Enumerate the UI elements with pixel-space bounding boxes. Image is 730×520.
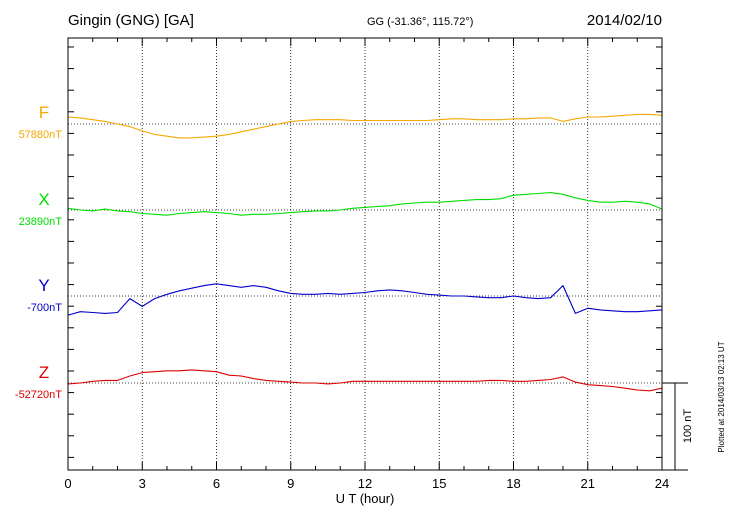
- series-baseline-label: 57880nT: [19, 129, 63, 141]
- station-title: Gingin (GNG) [GA]: [68, 12, 194, 29]
- series-baseline-label: 23890nT: [19, 216, 63, 228]
- x-tick-label: 15: [432, 476, 446, 491]
- grid-layer: [68, 38, 662, 470]
- tick-layer: [67, 38, 663, 470]
- station-coords: GG (-31.36°, 115.72°): [367, 16, 473, 28]
- data-layer: [67, 113, 663, 392]
- x-tick-label: 9: [287, 476, 294, 491]
- series-label: Z: [39, 363, 49, 382]
- x-tick-label: 21: [581, 476, 595, 491]
- series-baseline-label: -52720nT: [15, 389, 62, 401]
- series-label: X: [38, 190, 49, 209]
- x-axis-label: U T (hour): [336, 491, 395, 506]
- x-tick-label: 12: [358, 476, 372, 491]
- series-baseline-label: -700nT: [27, 302, 62, 314]
- scale-bar: 100 nT: [662, 382, 694, 471]
- series-line-Y: [67, 283, 663, 316]
- plot-date: 2014/02/10: [587, 12, 662, 29]
- label-layer: 0 3 6 9 12 15 18 21 24 F 57880nT X 23890nT Y -700nT Z -5…: [15, 103, 669, 491]
- x-tick-label: 24: [655, 476, 669, 491]
- series-line-Z: [67, 369, 663, 392]
- scale-bar-label: 100 nT: [682, 409, 694, 444]
- series-line-F: [67, 113, 663, 139]
- x-tick-label: 3: [139, 476, 146, 491]
- x-tick-label: 18: [506, 476, 520, 491]
- plotted-at-note: Plotted at 2014/03/13 02:13 UT: [717, 341, 726, 452]
- series-label: F: [39, 103, 49, 122]
- x-tick-label: 0: [64, 476, 71, 491]
- x-tick-label: 6: [213, 476, 220, 491]
- series-label: Y: [38, 276, 49, 295]
- series-line-X: [67, 192, 663, 216]
